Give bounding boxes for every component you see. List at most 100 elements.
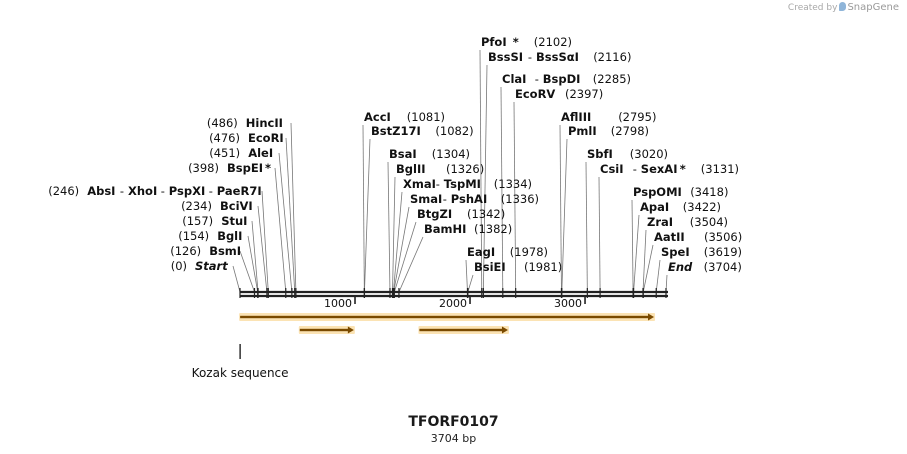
name-separator: - (633, 162, 637, 176)
leader-line (393, 191, 403, 293)
right-enzyme-label: ZraI (3504) (647, 215, 728, 229)
right-enzyme-label: EagI (1978) (467, 245, 548, 259)
right-enzyme-label: AatII (3506) (654, 230, 742, 244)
site-position: (398) (188, 161, 219, 175)
enzyme-name: EcoRV (515, 87, 555, 101)
leader-line (500, 86, 504, 293)
left-enzyme-label: (126) BsmI (170, 244, 241, 258)
leader-line (387, 161, 391, 293)
enzyme-name: SexAI (641, 162, 678, 176)
right-enzyme-label: PmlI (2798) (568, 124, 649, 138)
enzyme-name: BglII (396, 162, 426, 176)
site-position: (2397) (565, 87, 603, 101)
enzyme-name: PspOMI (633, 185, 682, 199)
leader-line (631, 199, 634, 293)
enzyme-name: Start (195, 259, 228, 273)
feature-arrow-head (501, 326, 508, 334)
name-separator: - (443, 192, 447, 206)
feature-arrow-shaft (419, 328, 504, 332)
leader-line (278, 152, 293, 293)
site-position: (1978) (510, 245, 548, 259)
watermark-brand: SnapGene (847, 2, 899, 13)
right-enzyme-label: EcoRV (2397) (515, 87, 603, 101)
enzyme-name: PshAI (451, 192, 487, 206)
site-position: (1334) (494, 177, 532, 191)
map-length: 3704 bp (430, 432, 477, 445)
right-enzyme-label: BtgZI (1342) (417, 207, 505, 221)
leader-line (559, 124, 562, 293)
star-marker: * (513, 35, 519, 49)
name-separator: - (436, 177, 440, 191)
leader-line (239, 250, 255, 293)
right-enzyme-label: BstZ17I (1082) (371, 124, 474, 138)
leader-line (392, 176, 396, 293)
enzyme-name: PmlI (568, 124, 597, 138)
left-enzyme-label: (398) BspEI * (188, 161, 271, 175)
right-enzyme-label: SbfI (3020) (587, 147, 668, 161)
leader-line (362, 124, 365, 293)
enzyme-name: HincII (246, 116, 283, 130)
site-position: (3020) (630, 147, 668, 161)
site-position: (3506) (704, 230, 742, 244)
leader-line (364, 138, 371, 293)
feature-track: Kozak sequence (192, 313, 656, 380)
site-position: (246) (48, 184, 79, 198)
right-enzyme-label: AflIII (2795) (561, 110, 656, 124)
leader-line (232, 265, 241, 293)
leader-line (633, 214, 640, 293)
enzyme-name: BamHI (424, 222, 466, 236)
star-marker: * (680, 162, 686, 176)
enzyme-name: SmaI (410, 192, 442, 206)
sequence-ruler: 1000 2000 3000 (239, 288, 668, 310)
enzyme-name: TspMI (444, 177, 481, 191)
kozak-label: Kozak sequence (192, 366, 289, 380)
enzyme-name: BsaI (389, 147, 417, 161)
enzyme-name: BtgZI (417, 207, 452, 221)
site-position: (486) (207, 116, 238, 130)
leader-line (393, 206, 410, 293)
site-position: (1342) (467, 207, 505, 221)
name-separator: - (535, 72, 539, 86)
enzyme-name: XmaI (403, 177, 436, 191)
right-enzyme-label: PfoI * (2102) (481, 35, 572, 49)
enzyme-name: BsiEI (474, 260, 506, 274)
site-position: (451) (209, 146, 240, 160)
site-position: (3704) (704, 260, 742, 274)
leader-line (642, 229, 647, 293)
enzyme-name: XhoI (128, 184, 157, 198)
enzyme-name: SbfI (587, 147, 613, 161)
right-enzyme-label: AccI (1081) (364, 110, 445, 124)
leader-line (467, 274, 474, 293)
enzyme-name: EcoRI (248, 131, 284, 145)
feature-arrow-head (347, 326, 354, 334)
site-position: (3422) (683, 200, 721, 214)
site-position: (1382) (474, 222, 512, 236)
enzyme-name: BspDI (543, 72, 581, 86)
site-position: (1304) (432, 147, 470, 161)
right-enzyme-label: BglII (1326) (396, 162, 484, 176)
leader-line (290, 122, 297, 293)
right-enzyme-label: SpeI (3619) (661, 245, 742, 259)
site-position: (2116) (593, 50, 631, 64)
right-enzyme-label: XmaI - TspMI (1334) (403, 177, 532, 191)
leader-line (598, 176, 601, 293)
feature-arrow-shaft (240, 315, 651, 319)
enzyme-name: BsmI (209, 244, 241, 258)
enzyme-name: BssSαI (536, 50, 579, 64)
leader-lines (232, 49, 668, 293)
left-enzyme-label: (451) AleI (209, 146, 273, 160)
snapgene-watermark: Created by SnapGene (788, 2, 899, 13)
leader-line (257, 205, 268, 293)
leader-line (465, 259, 468, 293)
enzyme-name: PaeR7I (217, 184, 262, 198)
site-position: (3131) (701, 162, 739, 176)
right-enzyme-label: ClaI - BspDI (2285) (502, 72, 631, 86)
right-enzyme-label: BsiEI (1981) (474, 260, 562, 274)
leader-line (642, 244, 654, 293)
leader-line (393, 221, 417, 293)
enzyme-name: EagI (467, 245, 495, 259)
map-title: TFORF0107 (408, 414, 499, 430)
site-position: (476) (209, 131, 240, 145)
feature-arrow-head (648, 313, 655, 321)
leader-line (655, 259, 661, 293)
